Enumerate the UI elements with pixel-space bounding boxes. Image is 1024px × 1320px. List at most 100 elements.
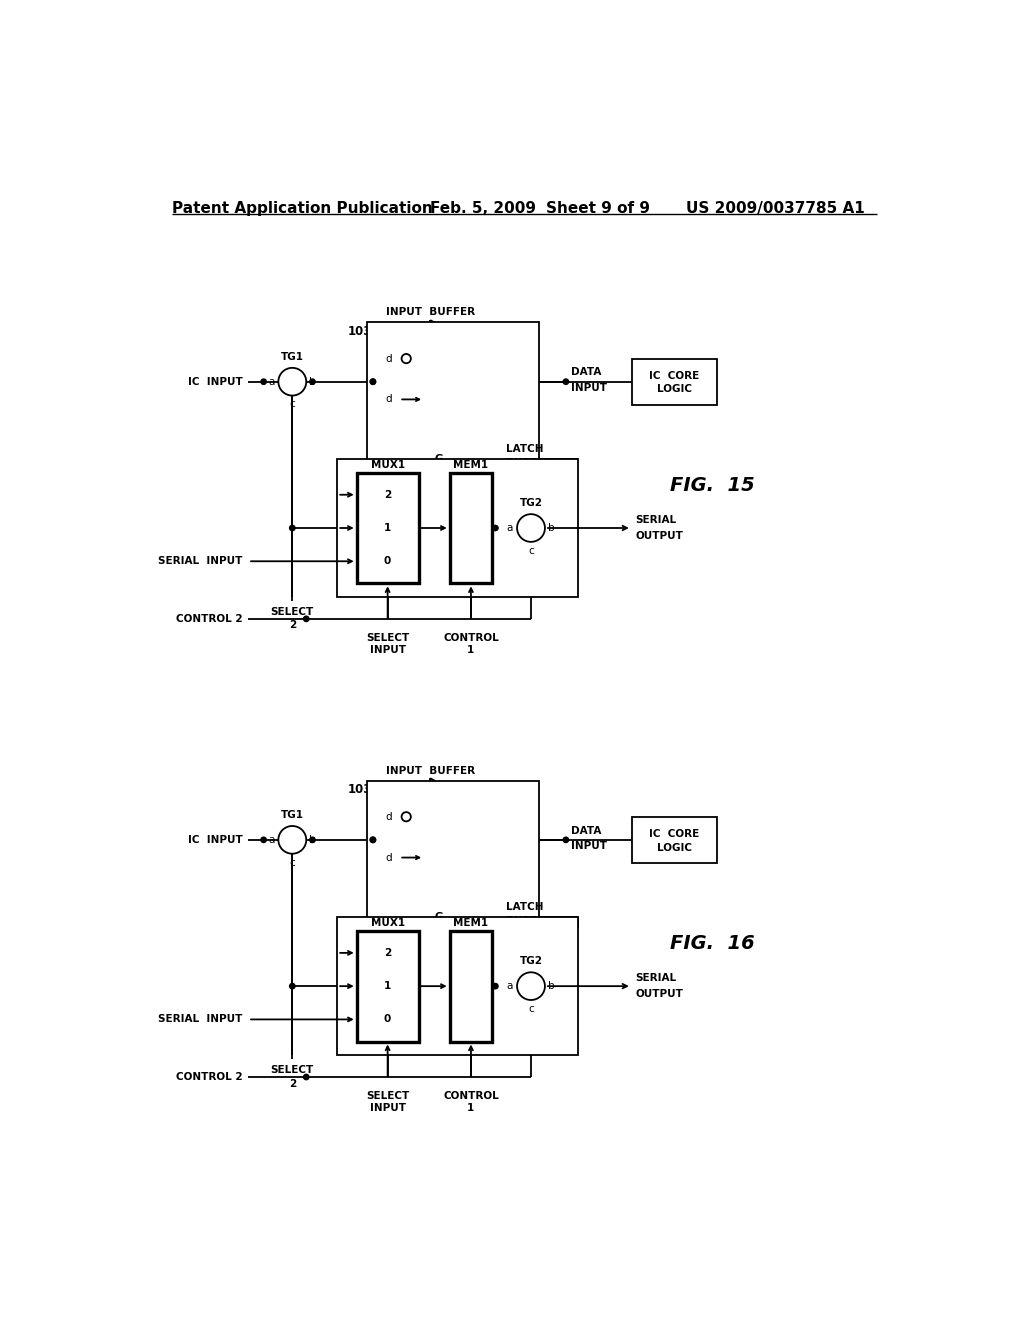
Circle shape [309,837,315,842]
Text: V+: V+ [422,325,438,334]
Text: CONTROL 2: CONTROL 2 [176,1072,243,1082]
Text: a: a [268,376,274,387]
Text: FIG.  16: FIG. 16 [671,935,756,953]
Bar [450,931,493,1041]
Text: CONTROL: CONTROL [443,1090,499,1101]
Text: 2: 2 [384,948,391,958]
Text: 2: 2 [289,620,296,631]
Text: SELECT: SELECT [270,607,314,618]
Text: LATCH: LATCH [506,902,544,912]
Bar [337,917,578,1056]
Text: b: b [548,523,555,533]
Text: a: a [507,981,513,991]
Text: OUTPUT: OUTPUT [636,531,683,541]
Circle shape [563,837,568,842]
Text: b: b [309,834,316,845]
Circle shape [309,379,315,384]
Circle shape [493,525,498,531]
Text: TG1: TG1 [281,810,304,820]
Text: BUFFER: BUFFER [506,916,552,925]
Text: 1: 1 [384,523,391,533]
Text: c: c [290,858,295,867]
Text: 2: 2 [384,490,391,500]
Text: G: G [434,454,442,465]
Text: 1: 1 [467,1104,474,1113]
Text: G: G [434,912,442,923]
Bar [450,473,493,583]
Text: LATCH: LATCH [506,444,544,454]
Text: V+: V+ [422,783,438,792]
Circle shape [261,837,266,842]
Text: Patent Application Publication: Patent Application Publication [172,201,433,215]
Text: MUX1: MUX1 [371,917,404,928]
Text: a: a [268,834,274,845]
Text: 0: 0 [384,1014,391,1024]
Text: TG2: TG2 [519,956,543,966]
Circle shape [279,826,306,854]
Text: IC  CORE: IC CORE [649,829,699,838]
Text: SELECT: SELECT [366,632,410,643]
Text: CONTROL: CONTROL [443,632,499,643]
Circle shape [563,379,568,384]
Circle shape [371,379,376,384]
Circle shape [303,616,309,622]
Bar [367,780,539,928]
Bar [356,473,419,583]
Text: Feb. 5, 2009: Feb. 5, 2009 [430,201,537,215]
Circle shape [261,379,266,384]
Bar [632,817,717,863]
Circle shape [493,983,498,989]
Text: 2: 2 [289,1078,296,1089]
Circle shape [517,513,545,543]
Circle shape [401,812,411,821]
Text: INPUT: INPUT [370,1104,406,1113]
Text: IC  INPUT: IC INPUT [188,376,243,387]
Text: a: a [507,523,513,533]
Text: OUTPUT: OUTPUT [636,989,683,999]
Circle shape [401,354,411,363]
Text: d: d [385,853,391,862]
Text: c: c [528,1003,534,1014]
Text: d: d [385,812,391,822]
Text: TG1: TG1 [281,351,304,362]
Circle shape [517,973,545,1001]
Circle shape [279,368,306,396]
Text: b: b [309,376,316,387]
Text: SELECT: SELECT [366,1090,410,1101]
Text: FIG.  15: FIG. 15 [671,477,756,495]
Text: c: c [290,400,295,409]
Text: LOGIC: LOGIC [656,842,692,853]
Text: 1: 1 [467,645,474,655]
Text: SERIAL  INPUT: SERIAL INPUT [159,1014,243,1024]
Text: SERIAL  INPUT: SERIAL INPUT [159,556,243,566]
Text: d: d [385,354,391,363]
Text: c: c [528,545,534,556]
Bar [367,322,539,470]
Text: INPUT: INPUT [571,841,607,851]
Text: Sheet 9 of 9: Sheet 9 of 9 [547,201,650,215]
Circle shape [371,379,376,384]
Circle shape [303,1074,309,1080]
Text: 103: 103 [347,325,372,338]
Text: 103: 103 [347,783,372,796]
Text: 0: 0 [384,556,391,566]
Text: 1: 1 [384,981,391,991]
Text: MEM1: MEM1 [454,917,488,928]
Text: CONTROL 2: CONTROL 2 [176,614,243,624]
Text: MUX1: MUX1 [371,459,404,470]
Text: d: d [385,395,391,404]
Text: IC  CORE: IC CORE [649,371,699,380]
Text: US 2009/0037785 A1: US 2009/0037785 A1 [686,201,864,215]
Text: INPUT  BUFFER: INPUT BUFFER [386,766,475,776]
Text: SERIAL: SERIAL [636,973,677,983]
Text: LOGIC: LOGIC [656,384,692,395]
Text: INPUT: INPUT [370,645,406,655]
Bar [337,459,578,597]
Circle shape [290,983,295,989]
Bar [356,931,419,1041]
Text: INPUT: INPUT [571,383,607,393]
Text: IC  INPUT: IC INPUT [188,834,243,845]
Circle shape [290,525,295,531]
Text: BUFFER: BUFFER [506,458,552,467]
Text: DATA: DATA [571,367,602,378]
